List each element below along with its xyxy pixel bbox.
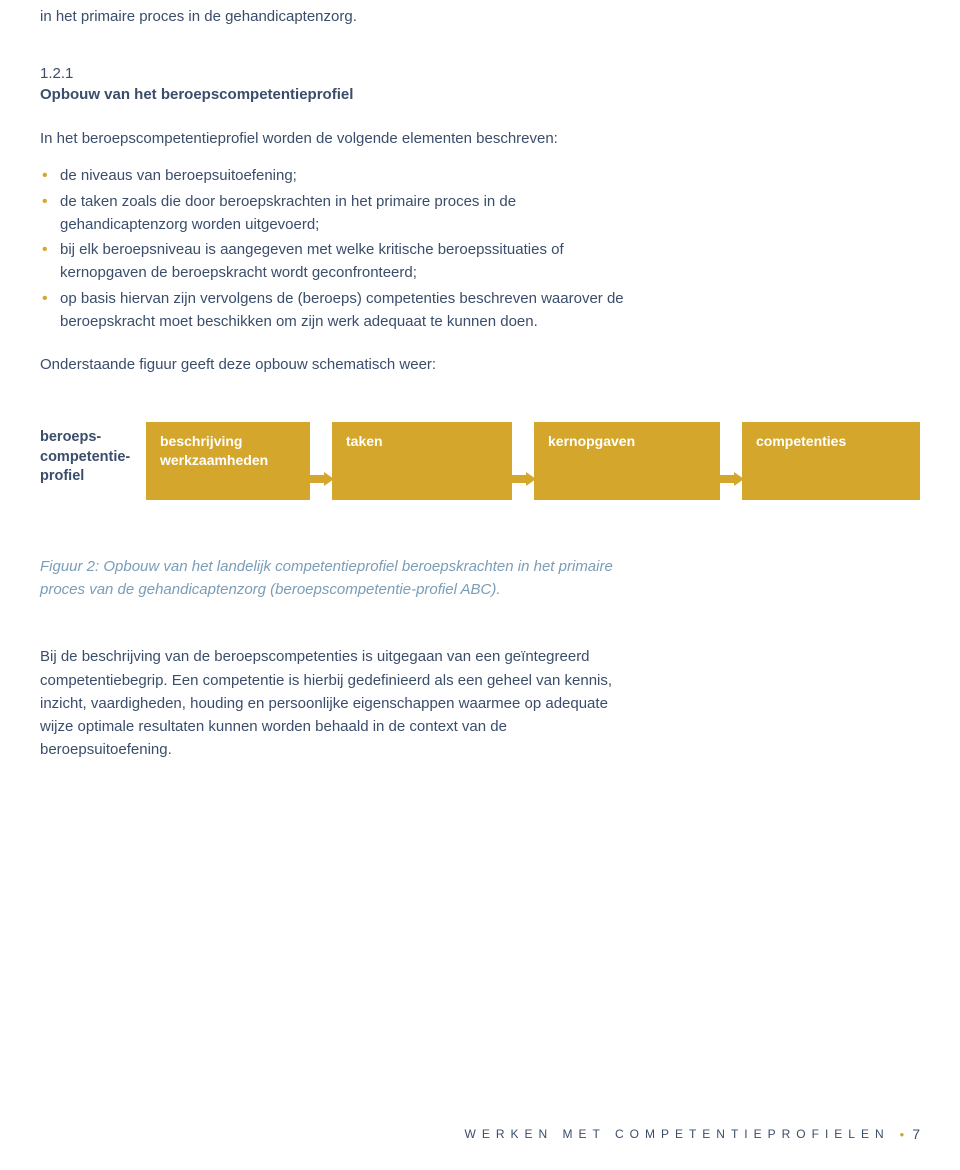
- footer-text: WERKEN MET COMPETENTIEPROFIELEN: [465, 1127, 890, 1141]
- diagram-label: beroeps- competentie- profiel: [40, 422, 146, 487]
- bullet-list: de niveaus van beroepsuitoefening; de ta…: [40, 164, 635, 333]
- diagram-boxes: beschrijving werkzaamheden taken kernopg…: [146, 422, 920, 500]
- diagram-label-line: beroeps-: [40, 429, 101, 445]
- page-footer: WERKEN MET COMPETENTIEPROFIELEN • 7: [465, 1126, 921, 1142]
- flow-diagram: beroeps- competentie- profiel beschrijvi…: [40, 422, 920, 500]
- diagram-box-beschrijving: beschrijving werkzaamheden: [146, 422, 310, 500]
- diagram-box-taken: taken: [332, 422, 512, 500]
- box-line: competenties: [756, 432, 906, 451]
- intro-paragraph: In het beroepscompetentieprofiel worden …: [40, 127, 635, 150]
- diagram-box-kernopgaven: kernopgaven: [534, 422, 720, 500]
- arrow-icon: [308, 472, 334, 486]
- bullet-item: de taken zoals die door beroepskrachten …: [40, 190, 635, 237]
- figure-caption: Figuur 2: Opbouw van het landelijk compe…: [40, 556, 650, 601]
- section-title: Opbouw van het beroepscompetentieprofiel: [40, 86, 920, 103]
- box-line: taken: [346, 432, 498, 451]
- diagram-label-line: competentie-: [40, 449, 130, 465]
- bullet-item: op basis hiervan zijn vervolgens de (ber…: [40, 287, 635, 334]
- bullet-item: bij elk beroepsniveau is aangegeven met …: [40, 238, 635, 285]
- arrow-icon: [510, 472, 536, 486]
- bullet-item: de niveaus van beroepsuitoefening;: [40, 164, 635, 187]
- final-paragraph: Bij de beschrijving van de beroepscompet…: [40, 645, 635, 761]
- arrow-icon: [718, 472, 744, 486]
- diagram-box-competenties: competenties: [742, 422, 920, 500]
- diagram-label-line: profiel: [40, 468, 84, 484]
- after-bullets-paragraph: Onderstaande figuur geeft deze opbouw sc…: [40, 353, 635, 376]
- intro-line: in het primaire proces in de gehandicapt…: [40, 8, 920, 25]
- box-line: werkzaamheden: [160, 451, 296, 470]
- box-line: kernopgaven: [548, 432, 706, 451]
- section-number: 1.2.1: [40, 65, 920, 82]
- footer-bullet-icon: •: [900, 1127, 905, 1142]
- box-line: beschrijving: [160, 432, 296, 451]
- footer-page-number: 7: [912, 1126, 920, 1142]
